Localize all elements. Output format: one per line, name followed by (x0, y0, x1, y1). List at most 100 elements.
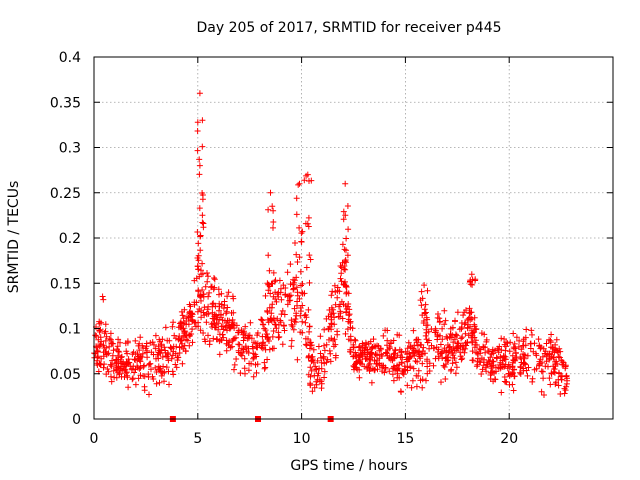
data-point (236, 341, 243, 348)
data-point (205, 332, 211, 339)
data-point (408, 384, 415, 391)
data-point (323, 359, 330, 366)
data-point (270, 207, 277, 214)
data-point (452, 359, 459, 366)
data-point (277, 317, 284, 324)
data-point (417, 297, 424, 304)
data-point (374, 342, 381, 349)
data-point (504, 340, 511, 347)
data-point (449, 349, 456, 356)
data-point (409, 377, 416, 384)
data-point (424, 370, 431, 377)
data-point (308, 367, 315, 374)
data-point (412, 350, 418, 357)
x-tick-label: 20 (500, 431, 518, 447)
data-point (293, 251, 300, 258)
data-point (433, 344, 440, 351)
data-point (540, 375, 547, 382)
data-point (529, 331, 535, 338)
data-point (164, 337, 171, 344)
data-point (148, 366, 154, 373)
data-point (374, 366, 381, 373)
data-point (459, 346, 466, 353)
data-point (193, 299, 200, 306)
data-point (201, 336, 208, 343)
data-point (495, 346, 502, 353)
data-point (490, 350, 497, 357)
data-point (165, 351, 172, 358)
data-point (462, 330, 469, 337)
data-point (224, 304, 231, 311)
data-point (182, 348, 189, 355)
data-point (278, 296, 285, 303)
data-point (121, 365, 128, 372)
data-point (265, 252, 272, 259)
data-point (204, 270, 210, 276)
data-point (447, 325, 454, 332)
data-point (194, 128, 201, 134)
data-point (442, 349, 449, 356)
data-point (216, 316, 223, 323)
data-point (141, 387, 148, 394)
data-point (448, 334, 455, 341)
data-point (454, 343, 461, 350)
data-point (302, 220, 309, 227)
data-point (449, 360, 456, 367)
data-point (439, 336, 446, 343)
data-point (409, 345, 416, 352)
data-point (150, 351, 157, 358)
data-point (224, 293, 231, 300)
data-point (441, 307, 448, 314)
data-point (443, 354, 450, 361)
data-point (509, 369, 516, 376)
data-point (511, 373, 518, 380)
data-point (294, 356, 301, 363)
data-point (288, 321, 295, 328)
data-point (103, 333, 110, 340)
data-point (452, 318, 458, 325)
data-point (187, 303, 194, 310)
data-point (331, 282, 338, 289)
data-point (195, 257, 202, 264)
data-point (271, 278, 278, 285)
data-point (288, 343, 295, 350)
data-point (92, 332, 99, 339)
data-point (488, 365, 495, 372)
data-point (303, 264, 310, 271)
data-point (351, 336, 358, 343)
data-point (326, 323, 333, 330)
data-point (345, 312, 352, 319)
data-point (299, 280, 306, 287)
data-point (426, 345, 433, 352)
data-point (434, 333, 441, 340)
data-point (160, 363, 167, 370)
data-point (199, 260, 206, 267)
data-point (447, 331, 454, 337)
data-point (344, 252, 351, 259)
data-point (107, 330, 114, 337)
data-point (200, 220, 207, 227)
data-point (500, 354, 507, 361)
data-point (471, 314, 478, 321)
data-point (229, 319, 235, 326)
data-point (144, 347, 151, 354)
data-point (369, 365, 376, 372)
data-point (169, 323, 176, 330)
data-point (340, 208, 347, 215)
x-tick-labels: 0 5 10 15 20 (90, 431, 519, 447)
data-point (344, 203, 351, 209)
data-point (516, 369, 523, 376)
data-point (346, 306, 353, 313)
data-point (388, 353, 395, 360)
data-point (361, 347, 368, 354)
data-point (140, 373, 147, 379)
data-point (410, 327, 417, 334)
data-point (290, 281, 296, 288)
data-point (379, 364, 386, 371)
data-point (509, 352, 516, 359)
data-point (258, 316, 265, 323)
data-point (343, 284, 350, 290)
data-point (227, 324, 234, 331)
data-point (479, 366, 486, 373)
x-axis-label: GPS time / hours (290, 458, 407, 474)
